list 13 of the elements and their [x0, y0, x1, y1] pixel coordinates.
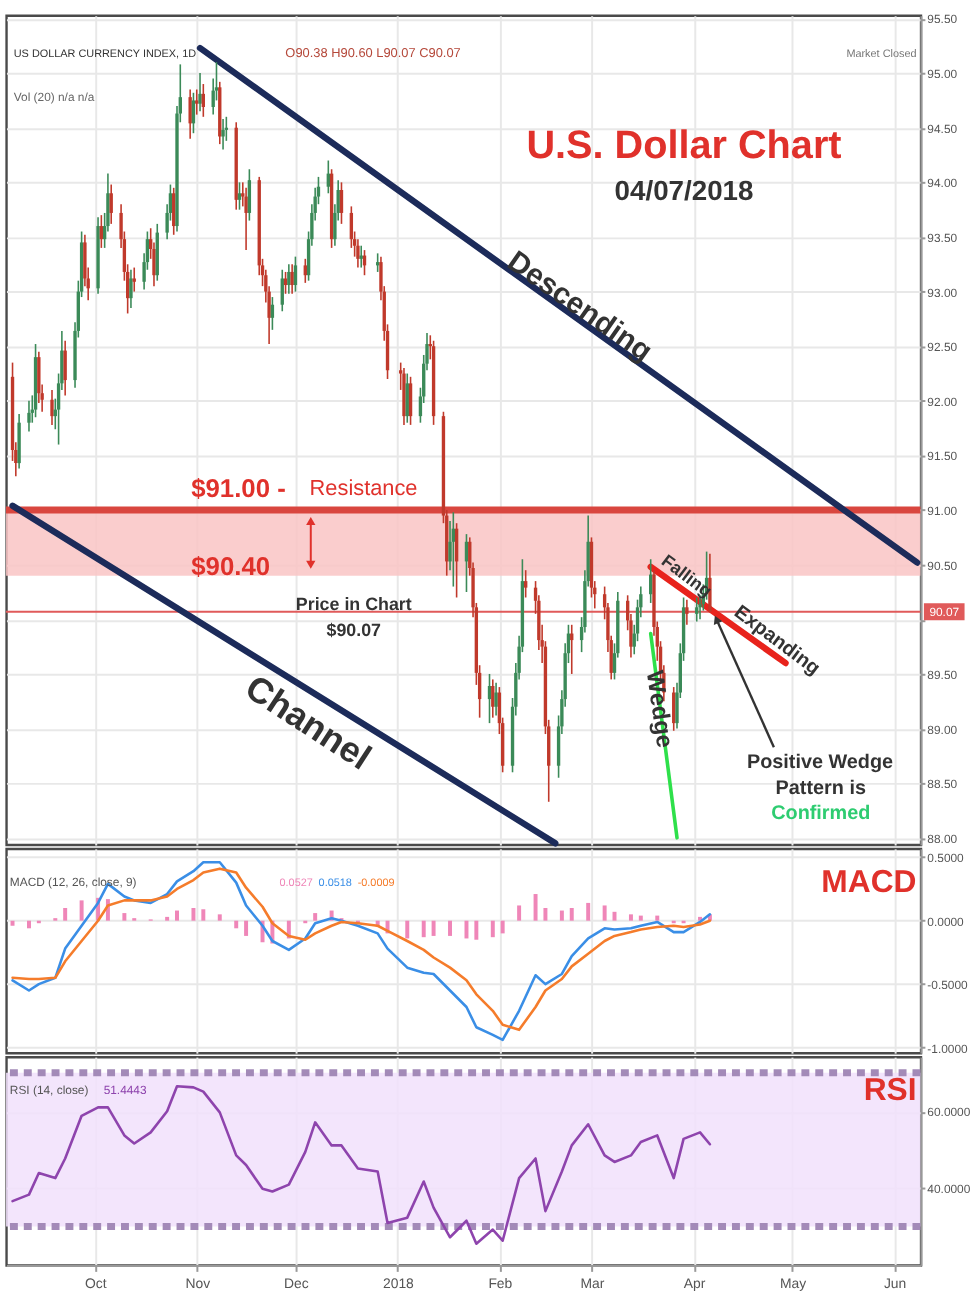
annotation: $90.07 [326, 620, 382, 641]
annotation: Resistance [309, 477, 418, 502]
annotation: Confirmed [771, 802, 871, 825]
text: MACD [821, 865, 917, 900]
annotation: Wedge [640, 668, 680, 751]
chart-title: RSI [863, 1074, 917, 1109]
annotation: Price in Chart [295, 594, 412, 615]
annotation: Positive Wedge [746, 752, 895, 775]
annotation: Pattern is [775, 777, 867, 800]
text: U.S. Dollar Chart [526, 124, 843, 169]
annotation: $90.40 [191, 550, 271, 581]
annotation: $91.00 - [191, 473, 286, 504]
text: 04/07/2018 [614, 173, 754, 206]
